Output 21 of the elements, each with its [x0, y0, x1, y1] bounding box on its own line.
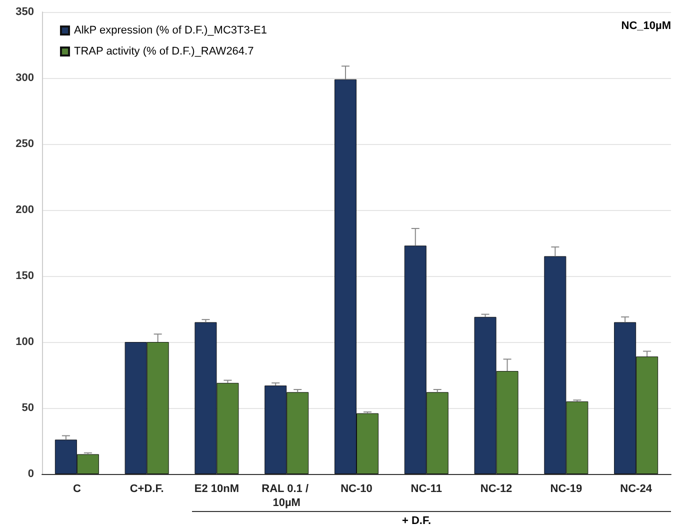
- x-tick-label: NC-12: [480, 483, 512, 495]
- y-tick-label: 50: [22, 402, 34, 414]
- x-tick-label: RAL 0.1 / 10µM: [262, 483, 312, 509]
- y-tick-label: 200: [16, 204, 34, 216]
- y-tick-label: 0: [28, 468, 34, 480]
- y-tick-label: 300: [16, 72, 34, 84]
- y-tick-label: 250: [16, 138, 34, 150]
- legend-label: AlkP expression (% of D.F.)_MC3T3-E1: [74, 24, 267, 36]
- x-tick-label: C: [72, 483, 81, 495]
- y-tick-label: 100: [16, 336, 34, 348]
- y-tick-label: 150: [16, 270, 34, 282]
- annotation: NC_10µM: [621, 20, 671, 32]
- x-tick-label: NC-19: [550, 483, 582, 495]
- x-tick-label: C+D.F.: [130, 483, 164, 495]
- x-tick-label: NC-24: [620, 483, 653, 495]
- x-tick-label: NC-10: [340, 483, 372, 495]
- legend-label: TRAP activity (% of D.F.)_RAW264.7: [74, 46, 254, 58]
- x-tick-label: E2 10nM: [194, 483, 240, 495]
- y-tick-label: 350: [16, 6, 34, 18]
- x-tick-label: NC-11: [410, 483, 442, 495]
- text: + D.F.: [402, 515, 432, 527]
